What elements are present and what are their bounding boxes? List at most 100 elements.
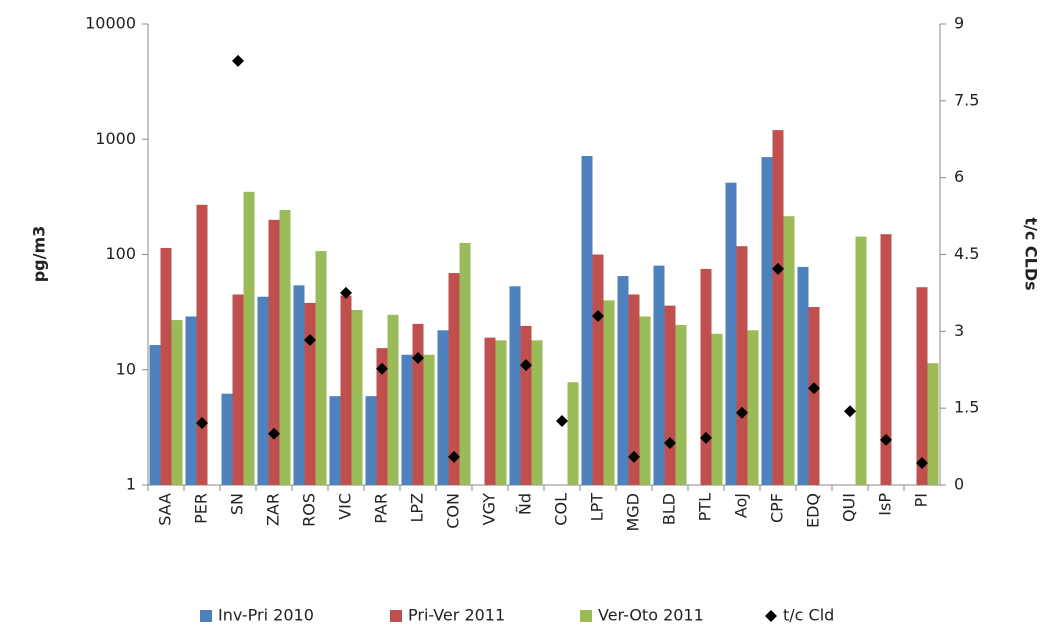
point xyxy=(628,450,640,463)
bar xyxy=(592,254,604,485)
bar xyxy=(495,340,507,485)
point xyxy=(268,427,280,440)
x-tick-label: QUI xyxy=(840,493,859,522)
bar xyxy=(171,320,183,485)
bar xyxy=(747,330,759,485)
point xyxy=(592,309,604,322)
bar xyxy=(783,216,795,485)
bar xyxy=(916,287,928,485)
point xyxy=(232,54,244,67)
point xyxy=(880,433,892,446)
x-tick-label: PTL xyxy=(696,493,715,521)
x-tick-label: Ñd xyxy=(516,493,535,515)
legend-label: Pri-Ver 2011 xyxy=(408,606,505,625)
point xyxy=(340,286,352,299)
x-tick-label: SAA xyxy=(156,493,175,526)
bar xyxy=(808,307,820,485)
bar xyxy=(351,309,363,485)
bar xyxy=(653,265,665,485)
bar xyxy=(437,330,449,485)
point xyxy=(916,456,928,469)
x-tick-label: ROS xyxy=(300,493,319,527)
point xyxy=(376,362,388,375)
bar xyxy=(196,204,208,485)
y2-tick-label: 6 xyxy=(954,167,964,186)
bar xyxy=(459,242,471,485)
point xyxy=(196,417,208,430)
bar xyxy=(700,268,712,485)
y-tick-label: 100 xyxy=(105,244,136,263)
bar xyxy=(484,337,496,485)
y2-tick-label: 3 xyxy=(954,321,964,340)
x-tick-label: LPZ xyxy=(408,493,427,523)
bar xyxy=(257,296,269,485)
x-tick-label: VIC xyxy=(336,493,355,520)
legend-marker xyxy=(765,610,777,622)
bar xyxy=(664,305,676,485)
point xyxy=(412,351,424,364)
x-tick-label: VGY xyxy=(480,493,499,526)
bar xyxy=(376,348,388,485)
legend-label: t/c Cld xyxy=(783,606,834,625)
x-tick-label: SN xyxy=(228,493,247,515)
x-tick-label: AoJ xyxy=(732,493,751,518)
bar xyxy=(855,236,867,485)
bar xyxy=(268,219,280,486)
bar xyxy=(293,285,305,485)
y-tick-label: 10000 xyxy=(85,14,136,33)
bar xyxy=(639,316,651,485)
bar xyxy=(232,294,244,485)
y2-tick-label: 9 xyxy=(954,14,964,33)
bar xyxy=(387,314,399,485)
y-tick-label: 1 xyxy=(126,475,136,494)
legend-marker xyxy=(200,610,212,622)
x-tick-label: CPF xyxy=(768,493,787,523)
bar xyxy=(221,393,233,485)
y2-tick-label: 4.5 xyxy=(954,244,979,263)
bar xyxy=(567,382,579,485)
point xyxy=(700,431,712,444)
bar xyxy=(304,302,316,485)
bar xyxy=(315,251,327,485)
x-tick-label: BLD xyxy=(660,493,679,525)
x-tick-label: LPT xyxy=(588,493,607,522)
bar xyxy=(927,363,939,485)
bar xyxy=(423,354,435,485)
x-tick-label: COL xyxy=(552,493,571,526)
bar xyxy=(401,354,413,485)
bar xyxy=(279,210,291,485)
x-tick-label: IsP xyxy=(876,493,895,516)
y-tick-label: 10 xyxy=(116,359,136,378)
x-tick-label: PER xyxy=(192,493,211,524)
bar xyxy=(149,344,161,485)
y2-tick-label: 7.5 xyxy=(954,90,979,109)
bar xyxy=(617,276,629,485)
bar xyxy=(581,155,593,486)
y2-tick-label: 0 xyxy=(954,475,964,494)
point xyxy=(304,334,316,347)
y-tick-label: 1000 xyxy=(95,129,136,148)
legend-marker xyxy=(580,610,592,622)
y-axis-title: pg/m3 xyxy=(30,226,49,283)
bar xyxy=(628,294,640,485)
bar xyxy=(761,157,773,485)
legend-label: Ver-Oto 2011 xyxy=(598,606,704,625)
y2-tick-label: 1.5 xyxy=(954,398,979,417)
point xyxy=(520,359,532,372)
point xyxy=(448,450,460,463)
x-tick-label: CON xyxy=(444,493,463,529)
x-tick-label: EDQ xyxy=(804,493,823,528)
point xyxy=(556,414,568,427)
bar xyxy=(797,266,809,485)
point xyxy=(808,382,820,395)
bar xyxy=(736,246,748,485)
bar xyxy=(531,340,543,485)
bar xyxy=(603,300,615,485)
bar xyxy=(365,396,377,485)
bar xyxy=(243,191,255,486)
point xyxy=(844,405,856,418)
bar xyxy=(412,323,424,485)
bar xyxy=(160,247,172,485)
bar xyxy=(185,316,197,485)
